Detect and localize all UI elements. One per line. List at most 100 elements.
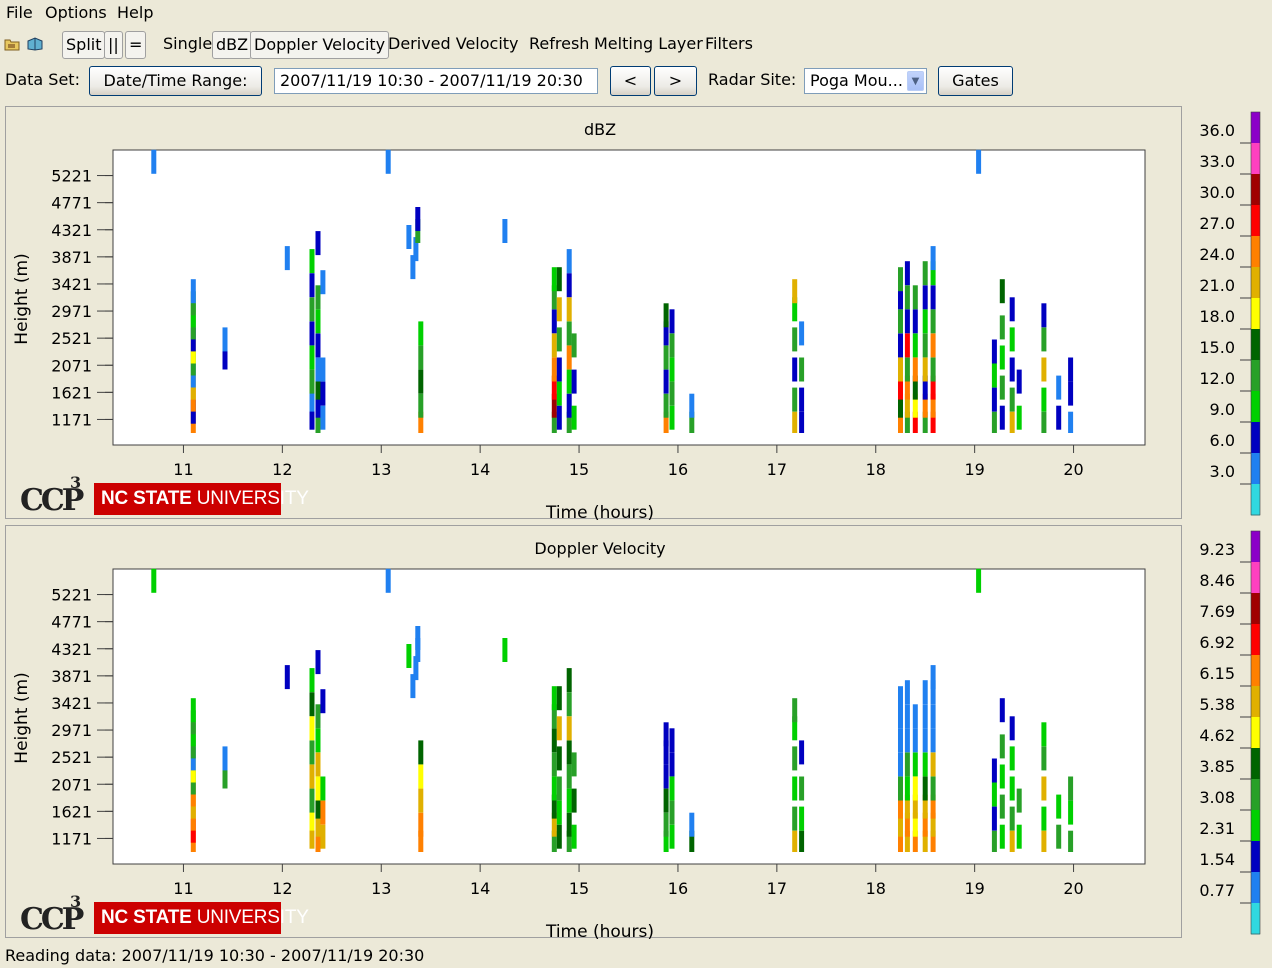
colorbar-label: 6.92 [1199,633,1235,652]
horizontal-split-button[interactable]: = [125,31,147,59]
data-cell [551,393,557,418]
data-cell [799,740,805,765]
menu-help[interactable]: Help [117,3,154,22]
x-tick-label: 15 [569,879,589,898]
data-cell [315,752,321,777]
data-cell [190,710,196,735]
data-cell [1041,387,1047,412]
data-cell [309,668,315,693]
data-cell [669,405,675,430]
data-cell [904,794,910,819]
x-tick-label: 20 [1063,879,1083,898]
data-cell [190,279,196,304]
filters-button[interactable]: Filters [705,34,753,53]
y-tick-label: 1171 [51,829,92,848]
data-cell [930,830,936,852]
data-cell [309,249,315,274]
data-cell [309,788,315,813]
data-cell [551,704,557,729]
data-cell [663,411,669,433]
open-book-icon[interactable] [27,37,43,51]
data-cell [222,764,228,789]
cp3-logo-sup: 3 [70,473,82,492]
colorbar-swatch [1251,717,1260,749]
gates-button[interactable]: Gates [938,66,1013,96]
data-cell [1068,411,1074,433]
colorbar-label: 15.0 [1199,338,1235,357]
colorbar-swatch [1251,624,1260,656]
data-cell [556,686,562,711]
split-button[interactable]: Split [62,31,106,59]
radar-site-select[interactable]: Poga Mou... ▼ [804,68,927,94]
data-cell [566,788,572,813]
cp3-logo-text: CCP [20,902,84,937]
data-cell [413,237,419,262]
data-cell [912,393,918,418]
data-cell [571,333,577,358]
data-cell [551,267,557,292]
x-tick-label: 16 [668,879,688,898]
data-cell [792,357,798,382]
data-cell [898,393,903,418]
x-axis-label: Time (hours) [545,503,654,520]
open-folder-icon[interactable] [4,37,20,51]
y-tick-label: 3421 [51,275,92,294]
colorbar-swatch [1251,360,1260,392]
data-cell [551,411,557,433]
y-tick-label: 1621 [51,383,92,402]
y-tick-label: 2971 [51,302,92,321]
colorbar-swatch [1251,903,1260,935]
data-cell [930,776,936,801]
data-cell [991,830,997,852]
data-cell [1009,806,1015,831]
data-cell [1016,824,1022,849]
data-cell [669,333,675,358]
date-range-field[interactable]: 2007/11/19 10:30 - 2007/11/19 20:30 [274,68,598,94]
vertical-split-button[interactable]: || [104,31,123,59]
colorbar-label: 18.0 [1199,307,1235,326]
mode-single[interactable]: Single [163,34,213,53]
plot-frame [112,149,1146,446]
colorbar-swatch [1251,593,1260,625]
data-cell [1041,327,1047,352]
data-cell [999,315,1005,340]
dbz-panel: dBZ 11 12 13 14 15 16 17 18 19 20 1171 1621 2071 2521 2… [5,106,1182,520]
data-cell [309,716,315,741]
data-cell [551,812,557,837]
y-tick-label: 2521 [51,329,92,348]
data-cell [566,393,572,418]
previous-button[interactable]: < [610,66,651,96]
colorbar-swatch [1251,872,1260,904]
mode-doppler-velocity[interactable]: Doppler Velocity [250,31,390,59]
menu-options[interactable]: Options [45,3,107,22]
mode-derived-velocity[interactable]: Derived Velocity [388,34,519,53]
data-cell [922,333,928,358]
data-cell [1068,776,1074,801]
y-tick-label: 4771 [51,194,92,213]
colorbar-label: 2.31 [1199,819,1235,838]
colorbar-swatch [1251,236,1260,268]
data-cell [991,387,997,412]
next-button[interactable]: > [654,66,697,96]
data-cell [912,357,918,382]
melting-layer-button[interactable]: Melting Layer [594,34,703,53]
colorbar-swatch [1251,267,1260,299]
data-cell [1056,375,1062,400]
data-cell [930,680,936,705]
data-cell [222,746,228,771]
data-cell [1041,722,1047,747]
menu-file[interactable]: File [6,3,33,22]
chevron-down-icon[interactable]: ▼ [907,71,924,91]
data-cell [799,411,805,433]
data-cell [999,794,1005,819]
data-cell [320,824,326,849]
date-time-range-button[interactable]: Date/Time Range: [89,66,262,96]
refresh-button[interactable]: Refresh [529,34,590,53]
data-cell [315,776,321,801]
data-cell [566,764,572,789]
data-cell [190,794,196,819]
data-cell [663,369,669,394]
data-cell [898,285,903,310]
data-cell [410,255,416,280]
mode-dbz[interactable]: dBZ [212,31,253,59]
